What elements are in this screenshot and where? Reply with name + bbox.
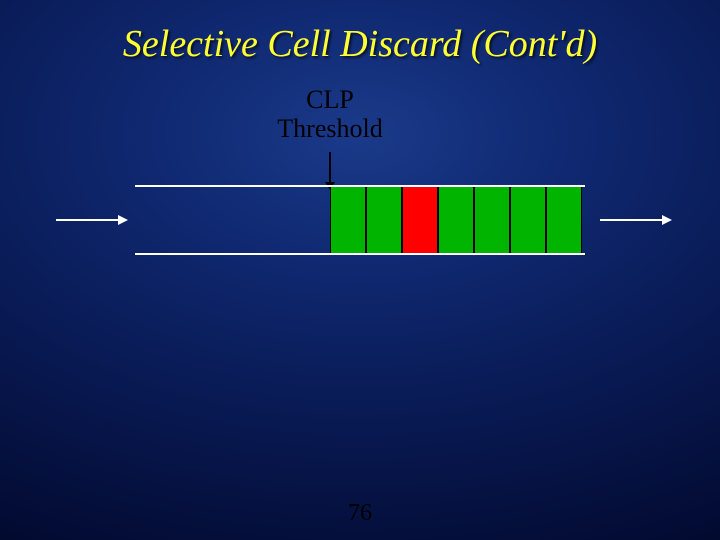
queue-cell xyxy=(546,187,582,253)
clp-threshold-label-line2: Threshold xyxy=(240,115,420,144)
queue-cell xyxy=(438,187,474,253)
queue-cell xyxy=(366,187,402,253)
slide-title: Selective Cell Discard (Cont'd) xyxy=(0,22,720,66)
input-arrow-head xyxy=(118,215,128,225)
output-arrow-head xyxy=(662,215,672,225)
clp-threshold-label: CLP Threshold xyxy=(240,86,420,143)
page-number: 76 xyxy=(0,500,720,527)
clp-threshold-label-line1: CLP xyxy=(240,86,420,115)
queue-cell xyxy=(510,187,546,253)
queue-cell xyxy=(402,187,438,253)
threshold-arrow-shaft xyxy=(329,152,331,182)
queue-cell xyxy=(330,187,366,253)
output-arrow-shaft xyxy=(600,219,662,221)
input-arrow-shaft xyxy=(56,219,118,221)
queue-cell xyxy=(474,187,510,253)
